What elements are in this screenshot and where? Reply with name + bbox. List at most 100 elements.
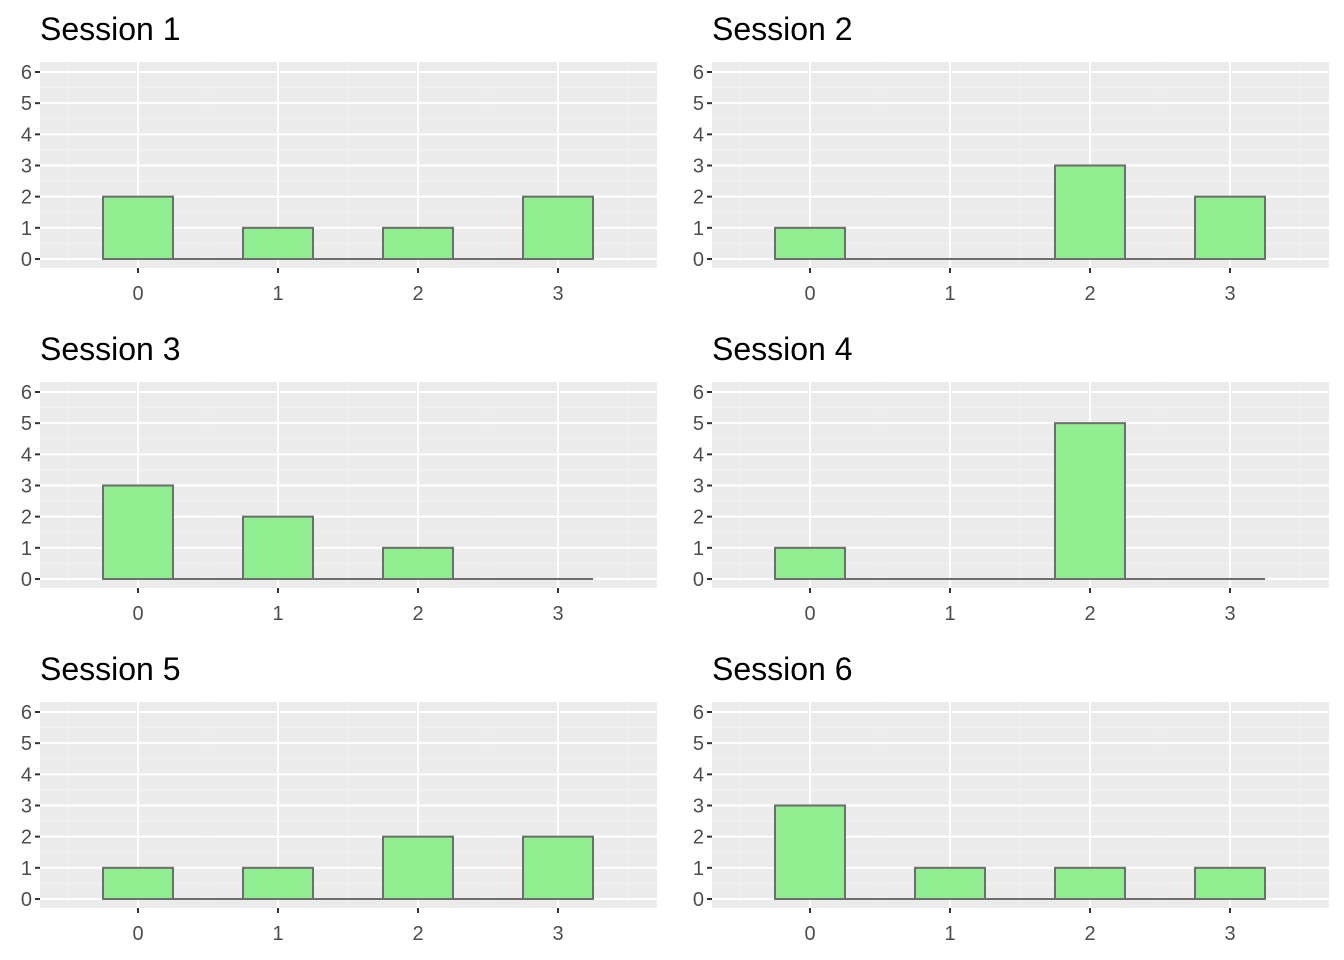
y-tick-label: 0	[21, 249, 32, 271]
panel-title: Session 5	[40, 651, 181, 687]
y-tick-label: 3	[693, 156, 704, 178]
y-tick-label: 2	[693, 187, 704, 209]
x-tick-label: 0	[132, 283, 143, 305]
y-tick-label: 4	[693, 764, 704, 786]
bar	[242, 515, 314, 581]
x-tick-label: 0	[804, 603, 815, 625]
y-tick-label: 4	[21, 444, 32, 466]
x-tick-label: 2	[412, 283, 423, 305]
x-tick-label: 0	[804, 923, 815, 945]
x-tick-label: 1	[272, 923, 283, 945]
y-tick-label: 0	[693, 249, 704, 271]
y-tick-label: 3	[21, 476, 32, 498]
bar	[914, 866, 986, 900]
y-tick-label: 3	[21, 796, 32, 818]
bar	[102, 195, 174, 261]
y-tick-label: 1	[21, 858, 32, 880]
facet-panel: Session 3 0 1 2 3 4 5 6 0 1 2 3	[0, 320, 672, 640]
y-tick-label: 2	[693, 827, 704, 849]
y-tick-label: 2	[21, 827, 32, 849]
x-tick-label: 3	[1224, 603, 1235, 625]
x-tick-label: 1	[272, 283, 283, 305]
panel-title: Session 1	[40, 11, 181, 47]
bar	[774, 226, 846, 260]
y-tick-label: 2	[21, 507, 32, 529]
bar	[774, 546, 846, 580]
panel-title: Session 3	[40, 331, 181, 367]
x-tick-label: 2	[1084, 283, 1095, 305]
y-tick-label: 6	[21, 702, 32, 724]
facet-chart-svg: Session 3 0 1 2 3 4 5 6 0 1 2 3	[21, 331, 657, 625]
facet-panel: Session 4 0 1 2 3 4 5 6 0 1 2 3	[672, 320, 1344, 640]
x-tick-label: 3	[1224, 923, 1235, 945]
y-tick-label: 5	[693, 93, 704, 115]
x-tick-label: 3	[552, 283, 563, 305]
bar	[522, 835, 594, 901]
y-tick-label: 4	[693, 124, 704, 146]
y-tick-label: 6	[21, 62, 32, 84]
y-tick-label: 4	[21, 764, 32, 786]
bar	[1194, 195, 1266, 261]
bar	[382, 546, 454, 580]
x-tick-label: 1	[944, 923, 955, 945]
x-tick-label: 0	[132, 923, 143, 945]
bar	[382, 226, 454, 260]
panel-title: Session 4	[712, 331, 853, 367]
y-tick-label: 1	[21, 218, 32, 240]
y-tick-label: 0	[21, 569, 32, 591]
y-tick-label: 1	[693, 858, 704, 880]
x-tick-label: 1	[272, 603, 283, 625]
bar	[242, 226, 314, 260]
facet-panel: Session 2 0 1 2 3 4 5 6 0 1 2 3	[672, 0, 1344, 320]
y-tick-label: 3	[21, 156, 32, 178]
panel-title: Session 6	[712, 651, 853, 687]
y-tick-label: 5	[21, 93, 32, 115]
bar	[1054, 866, 1126, 900]
bar	[1054, 422, 1126, 580]
x-tick-label: 2	[412, 923, 423, 945]
y-tick-label: 5	[693, 733, 704, 755]
facet-panel: Session 5 0 1 2 3 4 5 6 0 1 2 3	[0, 640, 672, 960]
y-tick-label: 4	[693, 444, 704, 466]
y-tick-label: 1	[21, 538, 32, 560]
x-tick-label: 1	[944, 283, 955, 305]
y-tick-label: 5	[21, 413, 32, 435]
y-tick-label: 0	[693, 889, 704, 911]
y-tick-label: 0	[693, 569, 704, 591]
y-tick-label: 3	[693, 796, 704, 818]
x-tick-label: 2	[1084, 603, 1095, 625]
bar	[774, 804, 846, 900]
bar	[382, 835, 454, 901]
bar	[102, 866, 174, 900]
facet-chart-svg: Session 2 0 1 2 3 4 5 6 0 1 2 3	[693, 11, 1329, 305]
bar	[242, 866, 314, 900]
y-tick-label: 6	[693, 382, 704, 404]
x-tick-label: 3	[552, 923, 563, 945]
bar	[1054, 164, 1126, 260]
y-tick-label: 2	[693, 507, 704, 529]
y-tick-label: 6	[693, 702, 704, 724]
x-tick-label: 1	[944, 603, 955, 625]
y-tick-label: 6	[693, 62, 704, 84]
x-tick-label: 3	[1224, 283, 1235, 305]
y-tick-label: 4	[21, 124, 32, 146]
bar	[522, 195, 594, 261]
y-tick-label: 5	[21, 733, 32, 755]
x-tick-label: 2	[412, 603, 423, 625]
panel-title: Session 2	[712, 11, 853, 47]
x-tick-label: 3	[552, 603, 563, 625]
y-tick-label: 2	[21, 187, 32, 209]
x-tick-label: 0	[804, 283, 815, 305]
y-tick-label: 6	[21, 382, 32, 404]
facet-panel: Session 6 0 1 2 3 4 5 6 0 1 2 3	[672, 640, 1344, 960]
x-tick-label: 2	[1084, 923, 1095, 945]
facet-chart-svg: Session 1 0 1 2 3 4 5 6 0 1 2 3	[21, 11, 657, 305]
y-tick-label: 3	[693, 476, 704, 498]
y-tick-label: 0	[21, 889, 32, 911]
y-tick-label: 1	[693, 538, 704, 560]
x-tick-label: 0	[132, 603, 143, 625]
bar	[102, 484, 174, 580]
facet-chart-svg: Session 4 0 1 2 3 4 5 6 0 1 2 3	[693, 331, 1329, 625]
facet-chart-svg: Session 6 0 1 2 3 4 5 6 0 1 2 3	[693, 651, 1329, 945]
